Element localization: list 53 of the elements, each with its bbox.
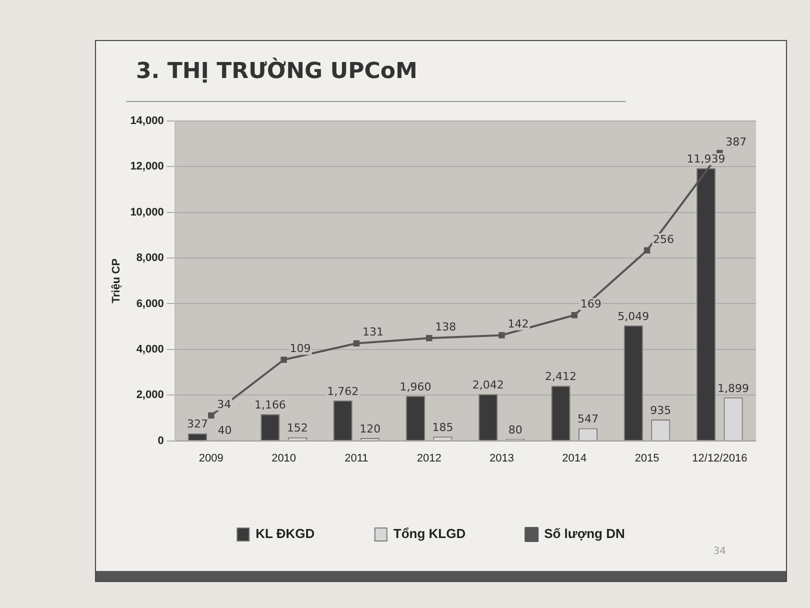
point (208, 412, 214, 419)
y-tick-label: 8,000 (136, 252, 164, 264)
point (353, 340, 360, 346)
x-tick-label: 2010 (272, 452, 296, 464)
data-label: 387 (726, 135, 747, 148)
chart-title: 3. THỊ TRƯỜNG UPCoM (136, 59, 418, 84)
data-label: 5,049 (618, 310, 650, 323)
y-tick-label: 12,000 (130, 160, 164, 173)
data-label: 40 (218, 424, 232, 438)
y-tick-label: 2,000 (136, 389, 164, 402)
data-label: 2,042 (472, 378, 504, 392)
x-tick-label: 2013 (490, 452, 514, 464)
data-label: 11,939 (686, 152, 726, 166)
y-tick-label: 0 (158, 434, 164, 447)
x-tick-label: 2011 (344, 452, 368, 464)
data-label: 1,762 (327, 384, 359, 398)
y-tick-label: 6,000 (136, 298, 164, 310)
data-label: 138 (435, 320, 456, 334)
y-axis-title: Triệu CP (110, 258, 123, 304)
x-tick-label: 2009 (198, 452, 224, 464)
legend-label: Tổng KLGD (393, 526, 466, 542)
data-label: 152 (286, 422, 308, 435)
legend-label: Số lượng DN (544, 526, 625, 542)
data-label: 142 (508, 318, 529, 331)
y-tick-label: 4,000 (136, 343, 164, 356)
data-label: 34 (217, 398, 232, 411)
data-label: 2,412 (545, 370, 577, 384)
data-label: 327 (187, 418, 208, 431)
legend-label: KL ĐKGD (256, 526, 315, 542)
data-label: 1,960 (400, 380, 432, 394)
point (498, 332, 505, 338)
data-label: 120 (360, 422, 381, 436)
data-label: 256 (653, 232, 674, 246)
text: 34 (713, 546, 726, 557)
data-label: 1,899 (718, 382, 750, 395)
y-tick-label: 14,000 (130, 115, 164, 128)
x-tick-label: 2015 (634, 452, 660, 464)
data-label: 185 (432, 420, 454, 434)
point (426, 335, 432, 342)
data-label: 1,166 (254, 398, 286, 412)
data-label: 80 (508, 423, 522, 436)
point (280, 356, 287, 363)
point (644, 247, 650, 254)
point (571, 312, 578, 318)
data-label: 131 (362, 326, 384, 339)
x-tick-label: 12/12/2016 (692, 452, 748, 464)
x-tick-label: 2014 (562, 452, 587, 464)
x-tick-label: 2012 (416, 452, 442, 464)
data-label: 169 (580, 297, 602, 310)
y-tick-label: 10,000 (130, 206, 164, 218)
data-label: 109 (290, 342, 311, 356)
data-label: 547 (578, 412, 599, 426)
data-label: 935 (650, 404, 672, 417)
